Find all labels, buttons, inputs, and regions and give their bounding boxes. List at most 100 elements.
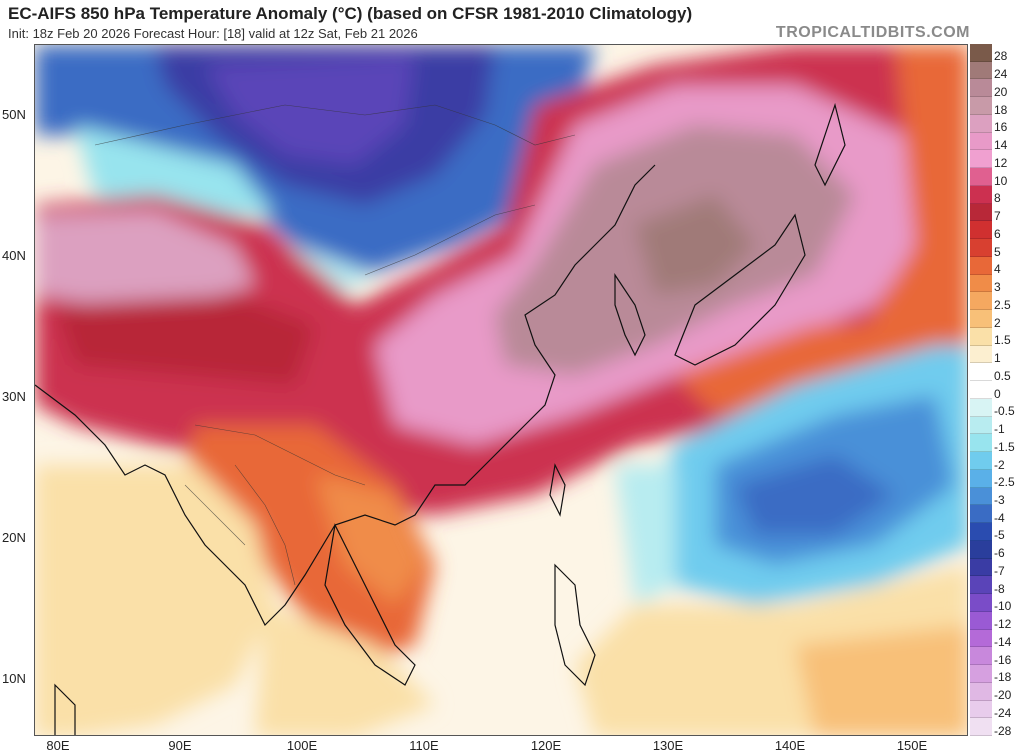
colorbar-swatch [970,700,992,719]
colorbar-swatch [970,239,992,257]
colorbar-tick-label: 18 [994,102,1008,117]
colorbar-swatch [970,345,992,364]
forecast-info: Init: 18z Feb 20 2026 Forecast Hour: [18… [8,26,418,41]
colorbar-swatch [970,576,992,595]
colorbar-tick-label: 0.5 [994,368,1011,383]
colorbar-tick-label: -0.5 [994,404,1015,419]
colorbar-swatch [970,221,992,240]
chart-title: EC-AIFS 850 hPa Temperature Anomaly (°C)… [8,4,693,23]
colorbar-tick-label: -20 [994,688,1012,703]
colorbar-swatch [970,434,992,453]
colorbar-tick-label: 7 [994,209,1001,224]
colorbar-tick-label: 24 [994,67,1008,82]
colorbar-tick-label: 16 [994,120,1008,135]
colorbar-swatch [970,61,992,80]
colorbar-tick-label: -2 [994,457,1005,472]
colorbar-swatch [970,327,992,346]
colorbar-swatch [970,452,992,470]
colorbar-swatch [970,505,992,524]
colorbar-swatch [970,256,992,275]
colorbar-swatch [970,558,992,577]
colorbar-tick-label: -4 [994,510,1005,525]
colorbar-tick-label: -16 [994,652,1012,667]
colorbar-tick-label: -3 [994,493,1005,507]
colorbar-tick-label: 4 [994,262,1001,277]
colorbar-swatch [970,611,992,630]
colorbar-labels: 28 24 20 18 16 14 12 10 8 7 6 5 4 3 2.5 2 1.5 1 0.5 0 -0.5 -1… [994,44,1024,738]
lat-label-20n: 20N [2,530,26,545]
colorbar-swatch [970,168,992,186]
lat-label-30n: 30N [2,389,26,404]
colorbar-tick-label: 2 [994,315,1001,330]
colorbar-tick-label: 20 [994,84,1008,99]
anomaly-map[interactable] [34,44,968,736]
colorbar-swatch [970,540,992,559]
colorbar-swatch [970,523,992,541]
colorbar-swatch [970,292,992,311]
colorbar-tick-label: 5 [994,244,1001,259]
country-borders [94,104,576,586]
colorbar-swatch [970,203,992,222]
colorbar-tick-label: -18 [994,670,1012,685]
colorbar-swatch [970,381,992,399]
colorbar-swatch [970,416,992,435]
colorbar-tick-label: -14 [994,634,1012,649]
colorbar-tick-label: -2.5 [994,475,1015,490]
lon-label-110e: 110E [409,738,439,753]
colorbar-swatch [970,44,992,62]
colorbar-tick-label: -7 [994,563,1005,578]
colorbar [970,44,992,736]
colorbar-swatch [970,150,992,169]
colorbar-tick-label: 28 [994,49,1008,64]
colorbar-tick-label: 14 [994,138,1008,153]
colorbar-tick-label: -6 [994,546,1005,561]
colorbar-swatch [970,398,992,417]
lat-label-50n: 50N [2,107,26,122]
anomaly-field [35,45,967,735]
coastlines [35,102,846,735]
lon-label-120e: 120E [530,738,562,753]
colorbar-swatch [970,274,992,293]
colorbar-tick-label: 3 [994,280,1001,295]
colorbar-swatch [970,487,992,506]
colorbar-tick-label: 2.5 [994,297,1011,312]
colorbar-swatch [970,185,992,204]
colorbar-tick-label: 6 [994,226,1001,241]
colorbar-tick-label: 0 [994,386,1001,401]
watermark: TROPICALTIDBITS.COM [775,24,970,41]
colorbar-tick-label: -24 [994,705,1012,720]
colorbar-tick-label: -12 [994,617,1012,632]
colorbar-tick-label: -1.5 [994,439,1015,454]
colorbar-tick-label: -5 [994,528,1005,543]
colorbar-swatch [970,718,992,736]
lon-label-150e: 150E [896,738,928,753]
colorbar-swatch [970,469,992,488]
lat-label-40n: 40N [2,248,26,263]
colorbar-swatch [970,629,992,648]
lon-label-80e: 80E [46,738,70,753]
colorbar-tick-label: 8 [994,191,1001,206]
colorbar-swatch [970,665,992,683]
colorbar-swatch [970,310,992,328]
colorbar-tick-label: -28 [994,723,1012,738]
colorbar-swatch [970,97,992,115]
colorbar-tick-label: 10 [994,173,1008,188]
colorbar-tick-label: 12 [994,155,1008,170]
colorbar-swatch [970,682,992,701]
colorbar-tick-label: -8 [994,581,1005,596]
lon-label-130e: 130E [652,738,684,753]
colorbar-tick-label: -10 [994,599,1012,614]
colorbar-swatch [970,132,992,151]
lon-label-140e: 140E [774,738,806,753]
colorbar-swatch [970,647,992,666]
colorbar-tick-label: -1 [994,422,1005,437]
lat-label-10n: 10N [2,671,26,686]
colorbar-tick-label: 1 [994,351,1001,366]
lon-label-100e: 100E [286,738,318,753]
lon-label-90e: 90E [168,738,192,753]
colorbar-swatch [970,363,992,382]
anomaly-map-svg [35,45,967,735]
colorbar-swatch [970,594,992,612]
colorbar-swatch [970,114,992,133]
colorbar-swatch [970,79,992,98]
